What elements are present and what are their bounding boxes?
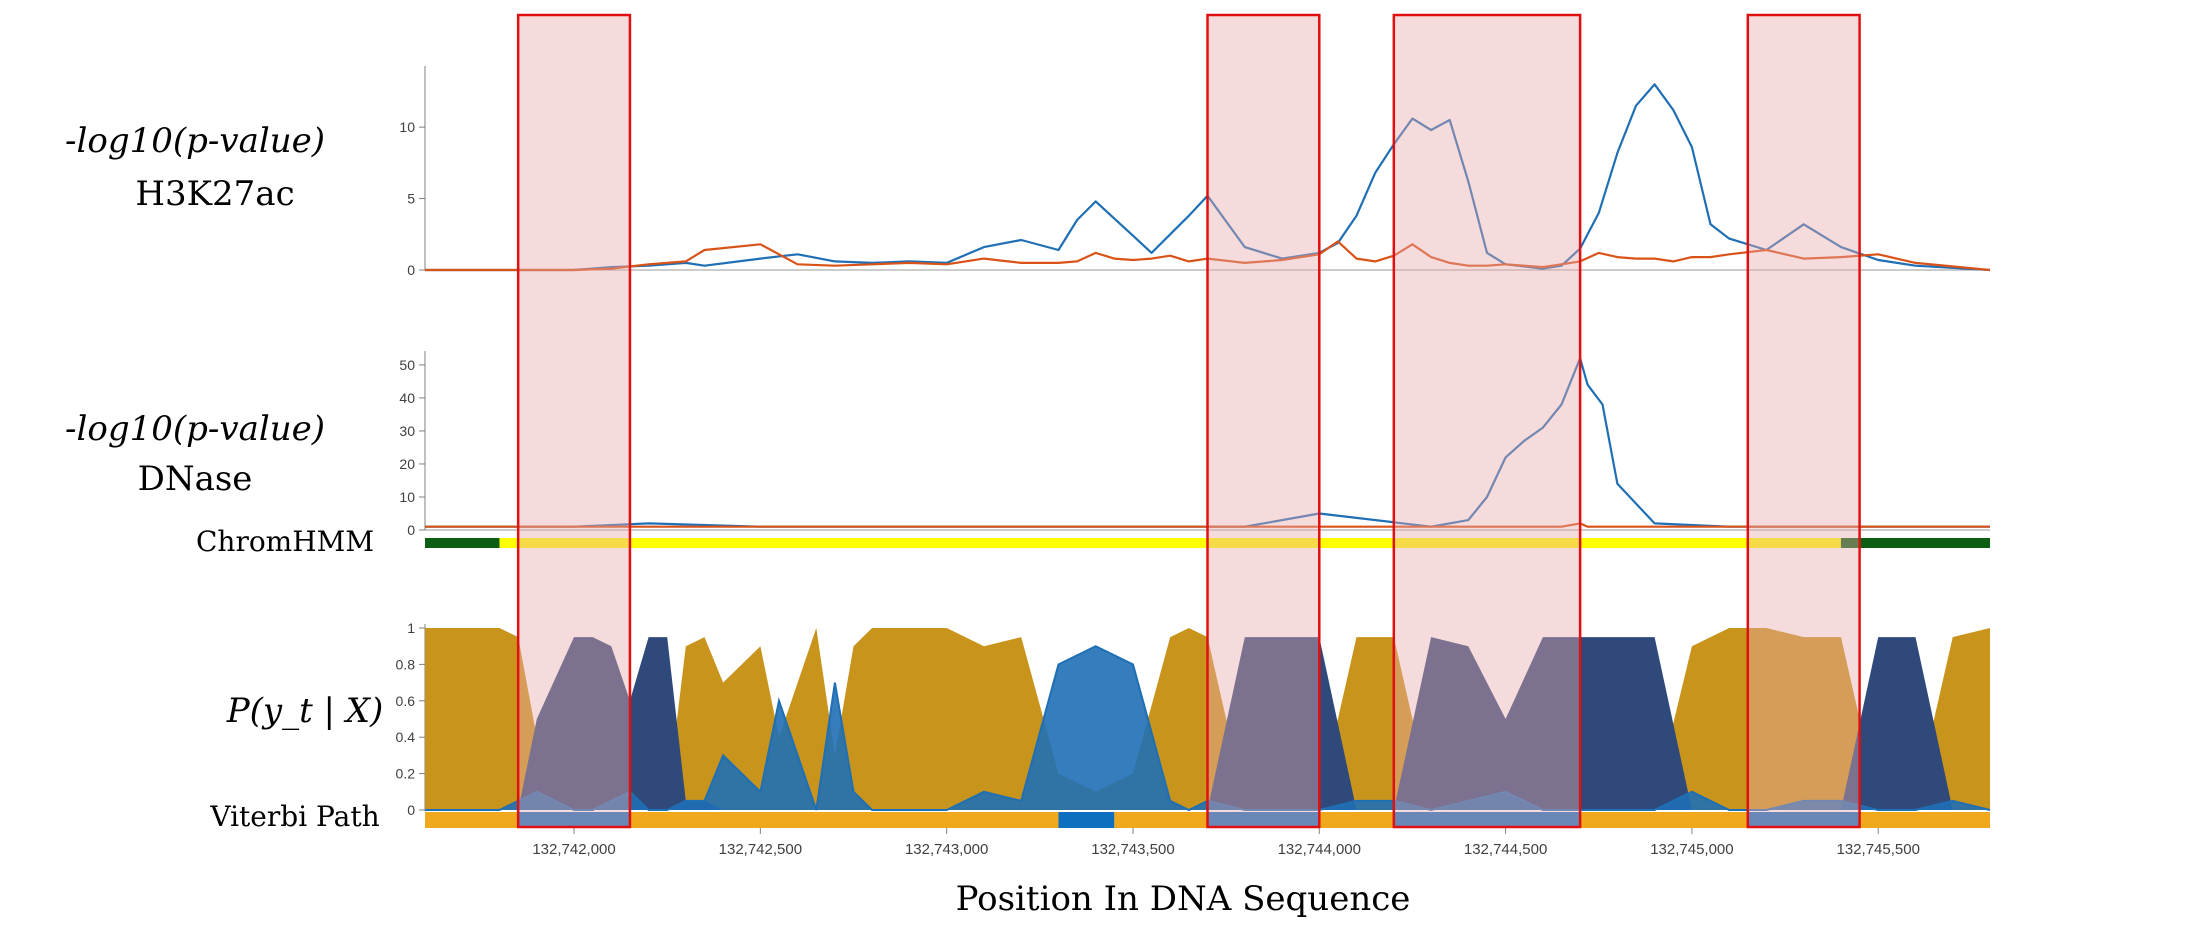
h3k27ac-y-tick-label: 5 [407,191,415,207]
x-tick-label: 132,744,500 [1464,841,1547,858]
viterbi-segment-9 [1747,812,1860,828]
chromhmm-label: ChromHMM [196,525,374,558]
h3k27ac-y-tick-label: 0 [407,262,415,278]
x-tick-label: 132,743,000 [905,841,988,858]
h3k27ac-ylabel: -log10(p-value) H3K27ac [65,121,325,214]
viterbi-segment-1 [518,812,630,828]
viterbi-segment-10 [1859,812,1990,828]
dnase-panel: 0 10 20 30 40 50 [399,351,1990,538]
h3k27ac-ylabel-line1: -log10(p-value) [65,121,325,161]
highlight-box-1 [1206,13,1321,829]
dnase-ylabel: -log10(p-value) DNase [65,409,325,499]
viterbi-segment-2 [629,812,1059,828]
posterior-y-tick-label: 0.8 [396,656,416,672]
dnase-series-1-line [425,522,1990,528]
dnase-ylabel-line1: -log10(p-value) [65,409,325,449]
posterior-y-tick-label: 1 [407,620,415,636]
posterior-series-1-area [425,637,1990,810]
viterbi-segment-3 [1058,812,1115,828]
x-tick-label: 132,743,500 [1091,841,1174,858]
h3k27ac-y-tick-label: 10 [399,119,415,135]
x-tick-label: 132,745,000 [1650,841,1733,858]
chromhmm-segment-0 [425,538,500,548]
viterbi-segment-8 [1580,812,1748,828]
chromhmm-segment-1 [499,538,1841,548]
x-tick-label: 132,745,500 [1837,841,1920,858]
posterior-y-tick-label: 0.6 [396,693,416,709]
viterbi-segment-7 [1393,812,1581,828]
posterior-y-tick-label: 0.2 [396,766,416,782]
highlight-box-0 [516,13,632,829]
h3k27ac-ylabel-line2: H3K27ac [135,174,294,214]
dnase-y-tick-label: 20 [399,456,415,472]
highlight-regions [516,13,1861,829]
viterbi-segment-5 [1207,812,1320,828]
dnase-y-tick-label: 10 [399,489,415,505]
highlight-box-3 [1746,13,1861,829]
x-tick-label: 132,742,000 [532,841,615,858]
dnase-y-tick-label: 30 [399,423,415,439]
x-tick-label: 132,744,000 [1278,841,1361,858]
chromhmm-segment-2 [1840,538,1990,548]
x-tick-label: 132,742,500 [719,841,802,858]
dnase-y-tick-label: 40 [399,390,415,406]
dnase-y-tick-label: 50 [399,357,415,373]
viterbi-segment-4 [1114,812,1208,828]
x-axis: 132,742,000 132,742,500 132,743,000 132,743… [532,828,1920,858]
posterior-y-tick-label: 0 [407,802,415,818]
viterbi-label: Viterbi Path [209,800,379,833]
viterbi-segment-6 [1319,812,1394,828]
chromhmm-track [425,538,1990,548]
posterior-y-tick-label: 0.4 [396,729,416,745]
highlight-box-2 [1392,13,1582,829]
x-axis-label: Position In DNA Sequence [956,879,1411,919]
h3k27ac-panel: 0 5 10 [399,66,1991,278]
posterior-ylabel: P(y_t | X) [226,691,384,731]
h3k27ac-series-1-line [425,240,1991,272]
viterbi-track [425,812,1990,828]
posterior-series-2-line [425,645,1991,812]
dnase-y-tick-label: 0 [407,522,415,538]
viterbi-segment-0 [425,812,519,828]
dnase-ylabel-line2: DNase [138,459,253,499]
